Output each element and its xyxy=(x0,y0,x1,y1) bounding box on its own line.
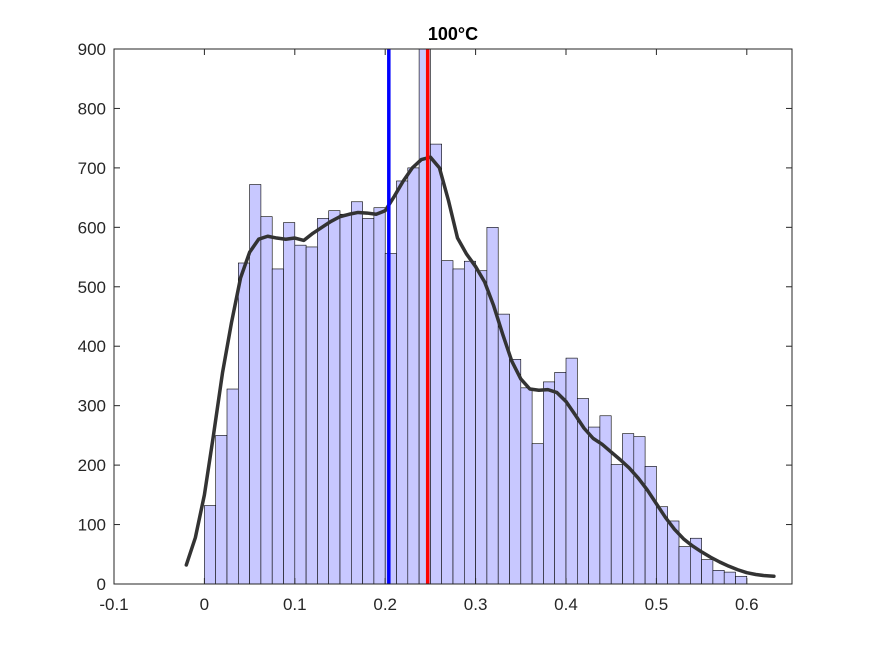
histogram-bar xyxy=(396,180,409,585)
histogram-bar xyxy=(723,571,736,585)
x-tick-label: 0.1 xyxy=(283,595,307,614)
axes xyxy=(113,48,793,585)
histogram-bar xyxy=(475,270,488,585)
histogram-bar xyxy=(226,388,239,585)
histogram-bar xyxy=(204,505,216,585)
histogram-bar xyxy=(384,253,397,585)
histogram-bar xyxy=(678,546,691,585)
x-tick-label: 0.4 xyxy=(554,595,578,614)
histogram-bar xyxy=(520,387,533,585)
histogram-bar xyxy=(271,268,284,585)
y-tick-label: 500 xyxy=(78,278,106,297)
histogram-bar xyxy=(350,201,363,585)
y-tick-label: 700 xyxy=(78,159,106,178)
histogram-bar xyxy=(633,436,646,585)
histogram-bar xyxy=(588,426,601,585)
histogram-bar xyxy=(531,443,544,585)
x-tick-label: 0.3 xyxy=(464,595,488,614)
x-tick-label: 0.2 xyxy=(373,595,397,614)
histogram-bar xyxy=(317,218,329,585)
histogram-bar xyxy=(430,143,442,585)
histogram-bar xyxy=(441,260,454,585)
histogram-bar xyxy=(463,260,476,585)
y-tick-label: 600 xyxy=(78,218,106,237)
histogram-bar xyxy=(373,207,386,585)
histogram-bar xyxy=(610,464,623,585)
histogram-bar xyxy=(599,415,612,585)
histogram-bar xyxy=(452,268,465,585)
histogram-bar xyxy=(543,381,556,585)
histogram-bar xyxy=(339,213,352,585)
x-axis-ticks: -0.1 0 0.1 0.2 0.3 0.4 0.5 0.6 xyxy=(99,49,759,614)
x-tick-label: 0.5 xyxy=(645,595,669,614)
histogram-bar xyxy=(486,227,499,585)
y-tick-label: 900 xyxy=(78,40,106,59)
histogram-bar xyxy=(305,246,318,585)
histogram-bar xyxy=(407,167,420,585)
histogram-bar xyxy=(283,222,296,585)
histogram-bar xyxy=(735,575,748,585)
histogram-bar xyxy=(260,216,273,585)
histogram-bars xyxy=(204,48,748,585)
histogram-bar xyxy=(622,433,635,585)
histogram-bar xyxy=(328,210,341,585)
histogram-bar xyxy=(362,218,375,585)
x-tick-label: 0.6 xyxy=(735,595,759,614)
histogram-bar xyxy=(509,358,522,585)
density-curve-layer xyxy=(184,155,776,579)
vertical-lines-layer xyxy=(387,49,430,584)
histogram-bar xyxy=(644,465,657,585)
histogram-bar xyxy=(294,244,307,585)
density-curve xyxy=(184,155,776,579)
y-tick-label: 800 xyxy=(78,99,106,118)
x-tick-label: 0 xyxy=(200,595,209,614)
histogram-bar xyxy=(712,570,725,585)
y-tick-label: 100 xyxy=(78,516,106,535)
y-tick-label: 400 xyxy=(78,337,106,356)
y-tick-label: 200 xyxy=(78,456,106,475)
x-tick-label: -0.1 xyxy=(99,595,128,614)
y-tick-label: 300 xyxy=(78,397,106,416)
y-tick-label: 0 xyxy=(97,575,106,594)
histogram-bar xyxy=(554,372,567,585)
histogram-bar xyxy=(565,357,578,585)
chart-title: 100°C xyxy=(428,24,478,44)
histogram-bar xyxy=(701,559,714,585)
plot-box xyxy=(113,48,793,585)
y-axis-ticks: 0 100 200 300 400 500 600 700 800 900 xyxy=(78,40,792,594)
histogram-bar xyxy=(215,435,228,585)
histogram-bar xyxy=(238,262,250,585)
